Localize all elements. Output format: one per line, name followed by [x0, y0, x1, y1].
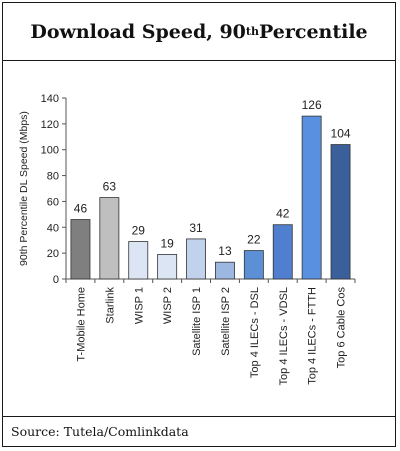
data-label: 126 [302, 98, 322, 112]
x-tick-label: WISP 1 [133, 287, 145, 324]
bar [301, 115, 322, 280]
data-label: 13 [218, 244, 232, 258]
bar [330, 144, 351, 280]
bar [99, 197, 120, 280]
data-label: 22 [247, 233, 261, 247]
y-tick-label: 0 [53, 274, 59, 286]
x-tick-label: Satellite ISP 1 [191, 287, 203, 356]
data-label: 19 [160, 236, 174, 250]
y-tick-label: 140 [41, 93, 59, 105]
y-tick-label: 80 [47, 171, 59, 183]
x-tick-label: Top 4 ILECs - FTTH [307, 287, 319, 385]
x-tick-label: Top 4 ILECs - DSL [249, 287, 261, 378]
source-note: Source: Tutela/Comlinkdata [3, 416, 395, 446]
bar [272, 224, 293, 280]
chart-title-main: Download Speed, 90 [30, 20, 246, 43]
x-tick-label: Starlink [104, 287, 116, 324]
data-label: 31 [189, 221, 203, 235]
bar [157, 254, 178, 280]
bar [128, 241, 149, 280]
y-axis-label: 90th Percentile DL Speed (Mbps) [18, 111, 30, 266]
y-tick-label: 60 [47, 196, 59, 208]
x-tick-label: T-Mobile Home [75, 287, 87, 362]
data-label: 104 [331, 127, 351, 141]
x-tick-label: Satellite ISP 2 [220, 287, 232, 356]
bar-chart: 0 20 40 60 80 100 120 140 90th Percentile DL Spe… [18, 93, 356, 385]
y-tick-label: 20 [47, 248, 59, 260]
bar [186, 238, 206, 280]
y-tick-label: 40 [47, 222, 59, 234]
x-tick-label: Top 4 ILECs - VDSL [278, 287, 290, 385]
data-label: 46 [74, 202, 88, 216]
chart-title-rest: Percentile [259, 20, 368, 43]
data-label: 63 [103, 180, 117, 194]
x-tick-label: WISP 2 [162, 287, 174, 324]
data-label: 29 [132, 224, 146, 238]
bar [243, 250, 264, 280]
y-tick-label: 100 [41, 145, 59, 157]
data-label: 42 [276, 207, 290, 221]
source-text: Source: Tutela/Comlinkdata [11, 424, 189, 439]
bar [215, 261, 235, 280]
y-tick-label: 120 [41, 119, 59, 131]
x-tick-label: Top 6 Cable Cos [336, 287, 348, 369]
bar [70, 219, 91, 280]
